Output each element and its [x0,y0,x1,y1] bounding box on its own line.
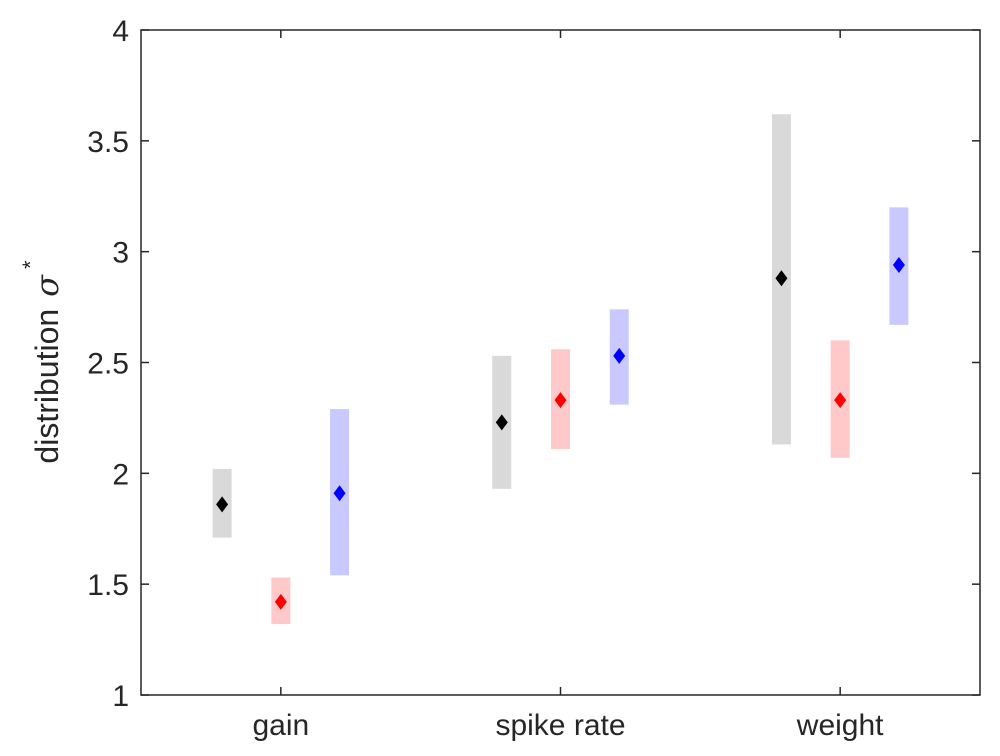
point-markers [216,256,905,610]
point-marker [333,485,346,502]
point-marker [834,392,847,409]
y-axis-label-symbol: σ [28,274,66,297]
point-marker [613,347,626,364]
x-tick-label: weight [796,709,884,742]
point-marker [216,496,229,513]
y-axis-label-superscript: * [18,260,43,269]
x-tick-label: gain [252,709,309,742]
x-axis-ticks: gain spike rate weight [252,30,884,742]
y-axis-label: distribution σ * [18,260,66,464]
y-tick-label: 2.5 [87,348,129,381]
y-axis-ticks: 1 1.5 2 2.5 3 3.5 4 [87,15,980,713]
y-axis-label-text: distribution [29,309,65,464]
point-marker [775,270,788,287]
y-tick-label: 3.5 [87,126,129,159]
point-marker [274,593,287,610]
x-tick-label: spike rate [495,709,625,742]
y-tick-label: 4 [112,15,129,48]
point-marker [554,392,567,409]
interval-bands [212,114,909,625]
y-tick-label: 1 [112,680,129,713]
point-marker [495,414,508,431]
y-tick-label: 1.5 [87,569,129,602]
point-marker [892,256,905,273]
y-tick-label: 2 [112,458,129,491]
y-tick-label: 3 [112,237,129,270]
